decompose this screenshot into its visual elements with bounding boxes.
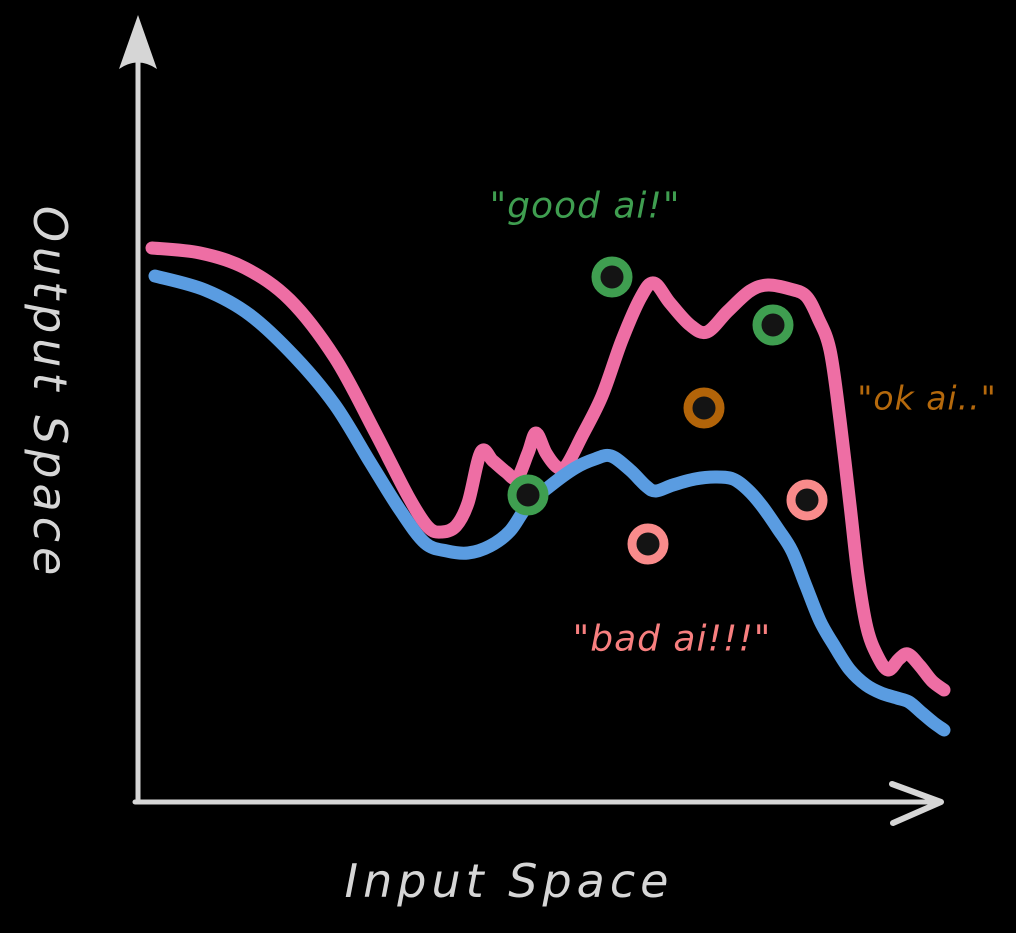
ok-ai-annotation: "ok ai.." [857,378,997,418]
marker-good-ai [591,256,633,298]
marker-good-ai [507,474,549,516]
y-axis-arrowhead-icon [119,15,157,69]
marker-ok-ai [683,387,725,429]
lower-curve-blue [148,269,951,737]
y-axis-label: Output Space [23,205,77,581]
upper-curve-pink [145,241,951,697]
bad-ai-annotation: "bad ai!!!" [572,618,772,660]
good-ai-annotation: "good ai!" [489,185,681,227]
marker-bad-ai [786,479,828,521]
marker-good-ai [752,304,794,346]
marker-bad-ai [627,523,669,565]
x-axis-label: Input Space [344,854,674,908]
x-axis-arrowhead-icon [889,781,944,826]
marker-group [507,256,828,565]
